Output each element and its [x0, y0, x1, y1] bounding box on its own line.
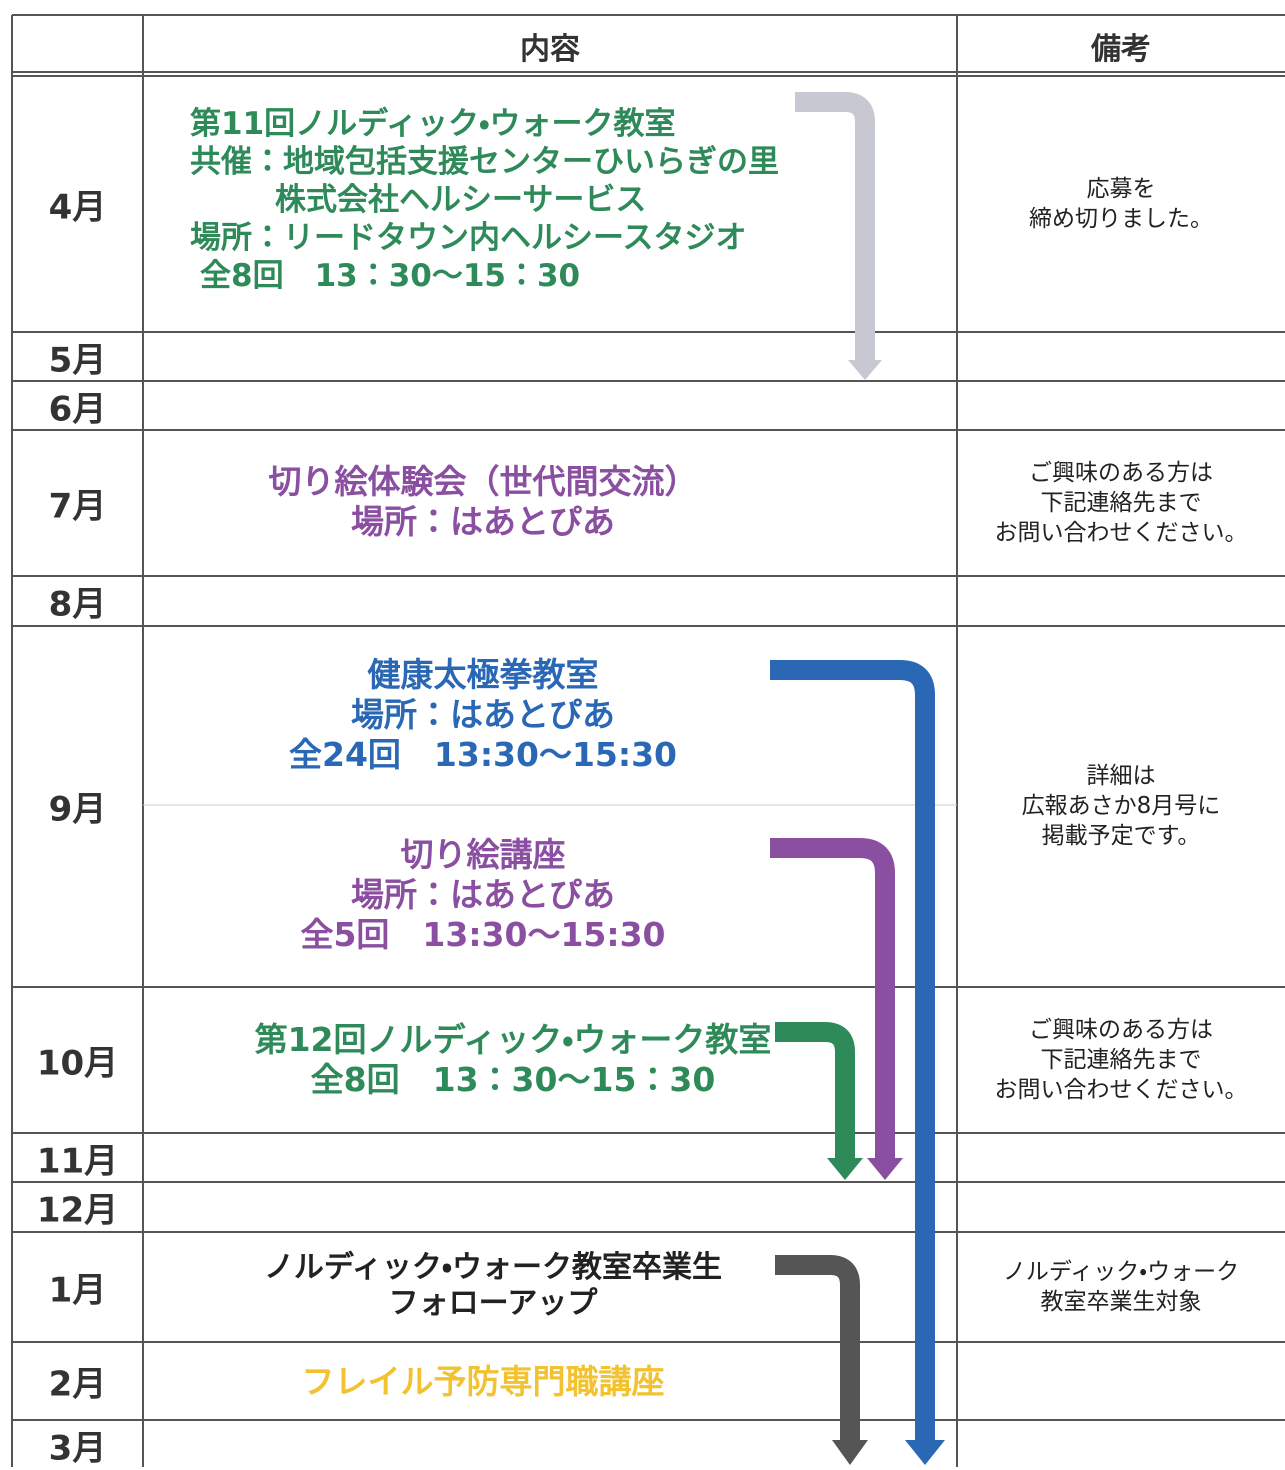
event-line: 場所：はあとぴあ	[351, 502, 615, 541]
month: 11月	[36, 1141, 119, 1182]
event: 第12回ノルディック・ウォーク教室 全8回 13：30～15：30	[143, 1020, 883, 1100]
note-line: お問い合わせください。	[994, 520, 1248, 546]
note-line: ノルディック・ウォーク	[1002, 1259, 1240, 1285]
event-line: ノルディック・ウォーク教室卒業生	[263, 1250, 723, 1285]
month: 1月	[48, 1270, 107, 1311]
month: 2月	[48, 1364, 107, 1405]
event-line: 全8回 13：30～15：30	[310, 1060, 716, 1099]
header-notes: 備考	[1091, 32, 1151, 67]
event: 健康太極拳教室 場所：はあとぴあ 全24回 13:30～15:30	[143, 655, 823, 775]
note-line: 詳細は	[1086, 763, 1156, 789]
note: 詳細は 広報あさか8月号に 掲載予定です。	[957, 761, 1285, 851]
note-line: 締め切りました。	[1029, 206, 1213, 232]
note-line: 応募を	[1086, 176, 1156, 202]
note-line: 広報あさか8月号に	[1021, 793, 1221, 819]
month: 5月	[48, 340, 107, 381]
header-content: 内容	[520, 32, 580, 67]
event: 切り絵講座 場所：はあとぴあ 全5回 13:30～15:30	[143, 835, 823, 955]
note-line: 下記連絡先まで	[1040, 1047, 1202, 1073]
event-line: 健康太極拳教室	[367, 655, 599, 694]
month: 9月	[48, 789, 107, 830]
event-line: 全5回 13:30～15:30	[300, 915, 666, 954]
event-line: 場所：リードタウン内ヘルシースタジオ	[190, 220, 747, 256]
event: 第11回ノルディック・ウォーク教室 共催：地域包括支援センターひいらぎの里 株式…	[190, 105, 779, 295]
note-line: 教室卒業生対象	[1040, 1289, 1202, 1315]
event-line: 第12回ノルディック・ウォーク教室	[254, 1020, 772, 1059]
note-line: 掲載予定です。	[1041, 823, 1201, 849]
month: 3月	[48, 1428, 107, 1469]
note: ノルディック・ウォーク 教室卒業生対象	[957, 1257, 1285, 1317]
note-line: ご興味のある方は	[1029, 460, 1213, 486]
note: ご興味のある方は 下記連絡先まで お問い合わせください。	[957, 458, 1285, 548]
event-line: 場所：はあとぴあ	[351, 695, 615, 734]
event-line: 株式会社ヘルシーサービス	[275, 182, 647, 218]
note: ご興味のある方は 下記連絡先まで お問い合わせください。	[957, 1015, 1285, 1105]
month: 6月	[48, 389, 107, 430]
event-line: 場所：はあとぴあ	[351, 875, 615, 914]
month: 12月	[36, 1190, 119, 1231]
month: 4月	[48, 187, 107, 228]
event-line: フレイル予防専門職講座	[301, 1362, 665, 1401]
event-line: 第11回ノルディック・ウォーク教室	[190, 106, 676, 142]
note-line: 下記連絡先まで	[1040, 490, 1202, 516]
note: 応募を 締め切りました。	[957, 174, 1285, 234]
month: 8月	[48, 584, 107, 625]
event: 切り絵体験会（世代間交流） 場所：はあとぴあ	[143, 462, 823, 542]
note-line: ご興味のある方は	[1029, 1017, 1213, 1043]
month: 10月	[36, 1043, 119, 1084]
event: フレイル予防専門職講座	[143, 1362, 823, 1402]
event: ノルディック・ウォーク教室卒業生 フォローアップ	[143, 1250, 843, 1322]
event-line: 共催：地域包括支援センターひいらぎの里	[190, 144, 779, 180]
event-line: 切り絵講座	[400, 835, 566, 874]
event-line: フォローアップ	[388, 1286, 598, 1321]
event-line: 全24回 13:30～15:30	[288, 735, 677, 774]
event-line: 切り絵体験会（世代間交流）	[268, 462, 698, 501]
note-line: お問い合わせください。	[994, 1077, 1248, 1103]
month: 7月	[48, 486, 107, 527]
event-line: 全8回 13：30～15：30	[200, 258, 581, 294]
